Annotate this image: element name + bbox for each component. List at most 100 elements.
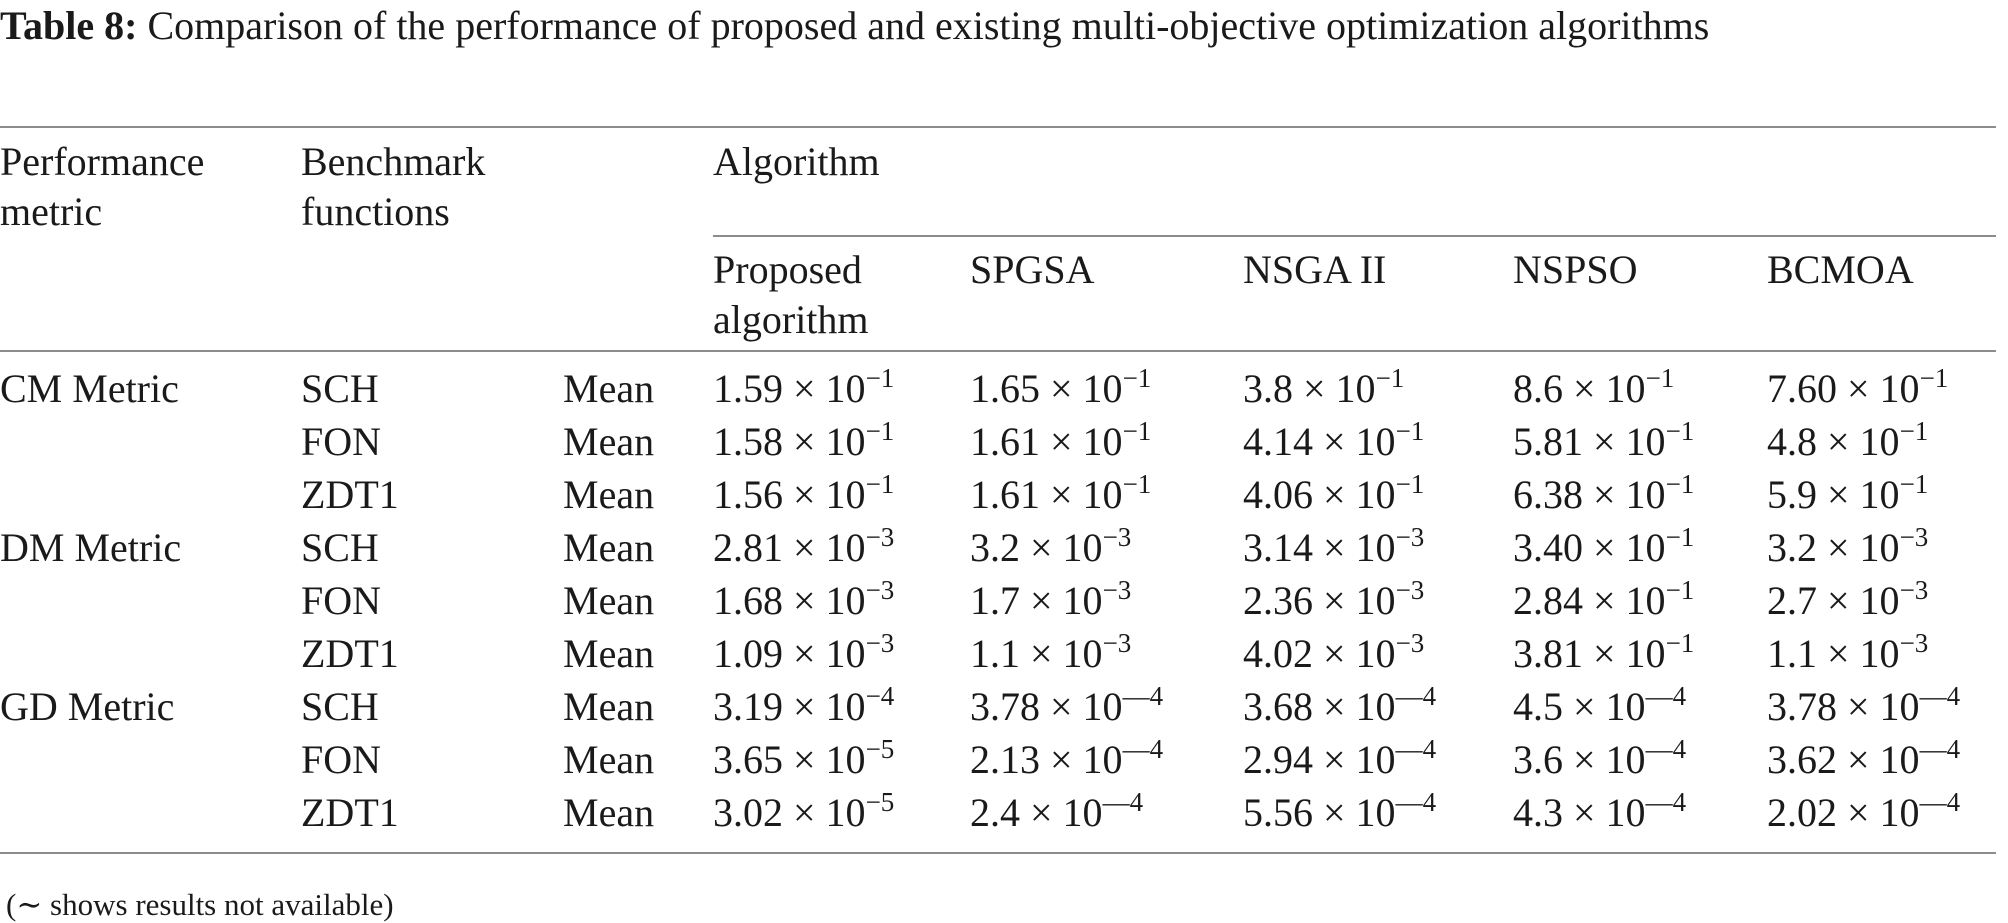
value-cell: 3.8 × 10−1: [1243, 364, 1404, 414]
value-mantissa: 1.09 × 10: [713, 631, 866, 676]
value-exponent: —4: [1395, 734, 1437, 764]
value-mantissa: 7.60 × 10: [1767, 366, 1920, 411]
value-exponent: —4: [1102, 787, 1144, 817]
value-mantissa: 1.1 × 10: [970, 631, 1103, 676]
value-mantissa: 4.06 × 10: [1243, 472, 1396, 517]
value-cell: 1.1 × 10−3: [970, 629, 1131, 679]
value-mantissa: 1.59 × 10: [713, 366, 866, 411]
value-exponent: −1: [865, 363, 895, 393]
value-exponent: −1: [1395, 469, 1425, 499]
benchmark-label: FON: [301, 419, 382, 464]
benchmark-label: SCH: [301, 366, 379, 411]
value-cell: 3.68 × 10—4: [1243, 682, 1436, 732]
value-exponent: −5: [865, 787, 895, 817]
value-mantissa: 3.65 × 10: [713, 737, 866, 782]
value-mantissa: 5.56 × 10: [1243, 790, 1396, 835]
header-algorithm-line1: BCMOA: [1767, 247, 1914, 292]
benchmark-label: FON: [301, 578, 382, 623]
value-mantissa: 3.02 × 10: [713, 790, 866, 835]
value-mantissa: 2.02 × 10: [1767, 790, 1920, 835]
header-bench-line1: Benchmark: [301, 139, 486, 184]
value-cell: 3.78 × 10—4: [970, 682, 1163, 732]
benchmark-label: SCH: [301, 684, 379, 729]
value-exponent: −1: [1122, 416, 1152, 446]
header-algorithm-line2: algorithm: [713, 297, 869, 342]
value-cell: 7.60 × 10−1: [1767, 364, 1948, 414]
stat-label: Mean: [563, 578, 655, 623]
top-rule: [0, 126, 1996, 128]
value-exponent: −3: [1899, 522, 1929, 552]
value-mantissa: 2.84 × 10: [1513, 578, 1666, 623]
value-exponent: —4: [1395, 787, 1437, 817]
value-mantissa: 3.8 × 10: [1243, 366, 1376, 411]
value-mantissa: 2.81 × 10: [713, 525, 866, 570]
header-bench-line2: functions: [301, 189, 450, 234]
footnote: (∼ shows results not available): [6, 887, 394, 922]
value-cell: 1.58 × 10−1: [713, 417, 894, 467]
value-mantissa: 5.81 × 10: [1513, 419, 1666, 464]
value-exponent: —4: [1645, 734, 1687, 764]
value-mantissa: 6.38 × 10: [1513, 472, 1666, 517]
benchmark-label: FON: [301, 737, 382, 782]
value-exponent: −3: [1102, 522, 1132, 552]
value-cell: 1.56 × 10−1: [713, 470, 894, 520]
stat-label: Mean: [563, 419, 655, 464]
value-exponent: −1: [1395, 416, 1425, 446]
metric-label: CM Metric: [0, 366, 179, 411]
value-mantissa: 3.78 × 10: [1767, 684, 1920, 729]
value-cell: 4.8 × 10−1: [1767, 417, 1928, 467]
value-exponent: −1: [1122, 363, 1152, 393]
caption-text: Comparison of the performance of propose…: [147, 3, 1710, 48]
stat-label: Mean: [563, 737, 655, 782]
value-cell: 3.40 × 10−1: [1513, 523, 1694, 573]
value-mantissa: 8.6 × 10: [1513, 366, 1646, 411]
value-cell: 4.5 × 10—4: [1513, 682, 1686, 732]
bottom-rule: [0, 852, 1996, 854]
value-cell: 4.3 × 10—4: [1513, 788, 1686, 838]
stat-label: Mean: [563, 631, 655, 676]
value-exponent: −3: [1102, 628, 1132, 658]
value-cell: 1.09 × 10−3: [713, 629, 894, 679]
value-mantissa: 4.3 × 10: [1513, 790, 1646, 835]
header-metric-line1: Performance: [0, 139, 205, 184]
value-exponent: —4: [1395, 681, 1437, 711]
value-mantissa: 1.56 × 10: [713, 472, 866, 517]
header-algorithm-line1: Proposed: [713, 247, 862, 292]
value-exponent: —4: [1122, 734, 1164, 764]
benchmark-label: SCH: [301, 525, 379, 570]
benchmark-label: ZDT1: [301, 790, 399, 835]
value-mantissa: 1.61 × 10: [970, 472, 1123, 517]
value-cell: 3.02 × 10−5: [713, 788, 894, 838]
benchmark-label: ZDT1: [301, 631, 399, 676]
value-cell: 5.81 × 10−1: [1513, 417, 1694, 467]
value-cell: 4.02 × 10−3: [1243, 629, 1424, 679]
value-mantissa: 3.68 × 10: [1243, 684, 1396, 729]
value-mantissa: 2.36 × 10: [1243, 578, 1396, 623]
value-cell: 2.7 × 10−3: [1767, 576, 1928, 626]
value-exponent: —4: [1122, 681, 1164, 711]
metric-label: DM Metric: [0, 525, 182, 570]
value-exponent: —4: [1919, 734, 1961, 764]
value-cell: 3.2 × 10−3: [1767, 523, 1928, 573]
value-exponent: −3: [1395, 522, 1425, 552]
value-cell: 3.81 × 10−1: [1513, 629, 1694, 679]
value-mantissa: 1.58 × 10: [713, 419, 866, 464]
value-exponent: −1: [1665, 522, 1695, 552]
header-algorithm-line1: NSPSO: [1513, 247, 1638, 292]
value-mantissa: 1.7 × 10: [970, 578, 1103, 623]
value-exponent: −3: [1395, 575, 1425, 605]
value-mantissa: 4.8 × 10: [1767, 419, 1900, 464]
value-exponent: −3: [1899, 575, 1929, 605]
value-cell: 3.6 × 10—4: [1513, 735, 1686, 785]
table-caption: Table 8: Comparison of the performance o…: [0, 0, 1996, 52]
value-mantissa: 1.65 × 10: [970, 366, 1123, 411]
value-cell: 3.2 × 10−3: [970, 523, 1131, 573]
value-exponent: −1: [1665, 416, 1695, 446]
value-exponent: −3: [1102, 575, 1132, 605]
value-cell: 6.38 × 10−1: [1513, 470, 1694, 520]
value-cell: 1.1 × 10−3: [1767, 629, 1928, 679]
value-cell: 4.14 × 10−1: [1243, 417, 1424, 467]
value-exponent: −1: [1899, 469, 1929, 499]
value-mantissa: 4.14 × 10: [1243, 419, 1396, 464]
value-mantissa: 3.40 × 10: [1513, 525, 1666, 570]
